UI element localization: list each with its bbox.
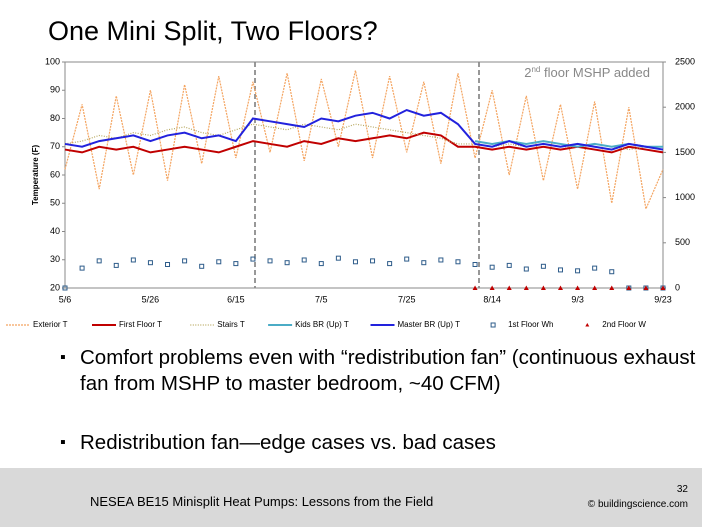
annotation-part: 2	[524, 65, 531, 80]
y-tick-label: 30	[50, 254, 60, 264]
point	[575, 268, 581, 274]
y-tick-label: 40	[50, 226, 60, 236]
y-tick-label: 90	[50, 85, 60, 95]
point	[609, 269, 615, 275]
plot-frame	[64, 61, 664, 289]
x-tick-label: 9/23	[654, 294, 672, 304]
point	[267, 258, 273, 264]
point	[96, 258, 102, 264]
x-tick-label: 9/3	[571, 294, 584, 304]
legend-label: Stairs T	[217, 320, 245, 329]
point	[540, 263, 546, 269]
annotation-part: nd	[531, 65, 540, 74]
y-tick-label: 60	[50, 169, 60, 179]
legend-label: 1st Floor Wh	[508, 320, 553, 329]
y-tick-label: 20	[50, 282, 60, 292]
legend-label: Kids BR (Up) T	[295, 320, 349, 329]
y2-tick-label: 1500	[675, 147, 695, 157]
point	[62, 285, 68, 291]
point	[404, 256, 410, 262]
slide-title: One Mini Split, Two Floors?	[48, 16, 378, 46]
annotation-part: floor MSHP added	[540, 65, 650, 80]
page-number: 32	[676, 484, 688, 495]
x-tick-label: 7/25	[398, 294, 416, 304]
point	[489, 285, 495, 290]
point	[335, 255, 341, 261]
y-tick-label: 100	[45, 56, 60, 66]
legend-label: 2nd Floor W	[602, 320, 646, 329]
point	[438, 257, 444, 263]
point	[557, 285, 563, 290]
point	[592, 285, 598, 290]
point	[301, 257, 307, 263]
chart: 2030405060708090100050010001500200025005…	[6, 56, 695, 329]
point	[113, 262, 119, 268]
point	[421, 260, 427, 266]
bullet: Comfort problems even with “redistributi…	[60, 345, 702, 397]
x-tick-label: 5/26	[142, 294, 160, 304]
footer-text: NESEA BE15 Minisplit Heat Pumps: Lessons…	[90, 494, 434, 509]
credit: © buildingscience.com	[587, 499, 688, 510]
point	[318, 261, 324, 267]
y2-tick-label: 0	[675, 282, 680, 292]
legend-swatch	[490, 322, 496, 328]
point	[216, 259, 222, 265]
point	[165, 261, 171, 267]
x-tick-label: 6/15	[227, 294, 245, 304]
point	[626, 285, 632, 290]
y-tick-label: 70	[50, 141, 60, 151]
footer: NESEA BE15 Minisplit Heat Pumps: Lessons…	[0, 468, 702, 527]
point	[557, 267, 563, 273]
point	[609, 285, 615, 290]
legend-label: Master BR (Up) T	[398, 320, 461, 329]
series-line	[64, 131, 664, 154]
y2-tick-label: 2500	[675, 56, 695, 66]
y2-tick-label: 500	[675, 237, 690, 247]
point	[352, 259, 358, 265]
point	[387, 261, 393, 267]
point	[199, 263, 205, 269]
legend-label: Exterior T	[33, 320, 68, 329]
y-tick-label: 50	[50, 198, 60, 208]
point	[489, 264, 495, 270]
point	[284, 260, 290, 266]
point	[523, 285, 529, 290]
point	[523, 266, 529, 272]
point	[506, 285, 512, 290]
annotation: 2nd floor MSHP added	[524, 65, 650, 80]
y2-tick-label: 1000	[675, 192, 695, 202]
y-tick-label: 80	[50, 113, 60, 123]
point	[472, 285, 478, 290]
series-line	[64, 108, 664, 151]
point	[575, 285, 581, 290]
legend-swatch	[585, 323, 590, 327]
point	[147, 260, 153, 266]
point	[506, 262, 512, 268]
point	[233, 261, 239, 267]
x-tick-label: 7/5	[315, 294, 328, 304]
point	[79, 265, 85, 271]
point	[592, 265, 598, 271]
point	[182, 258, 188, 264]
x-tick-label: 5/6	[59, 294, 72, 304]
legend-label: First Floor T	[119, 320, 162, 329]
x-tick-label: 8/14	[483, 294, 501, 304]
bullet: Redistribution fan—edge cases vs. bad ca…	[60, 430, 702, 456]
point	[250, 256, 256, 262]
point	[455, 259, 461, 265]
y-axis-label: Temperature (F)	[31, 145, 40, 206]
y2-tick-label: 2000	[675, 102, 695, 112]
point	[472, 261, 478, 267]
point	[643, 285, 649, 290]
point	[660, 285, 666, 290]
point	[370, 258, 376, 264]
point	[540, 285, 546, 290]
point	[130, 257, 136, 263]
